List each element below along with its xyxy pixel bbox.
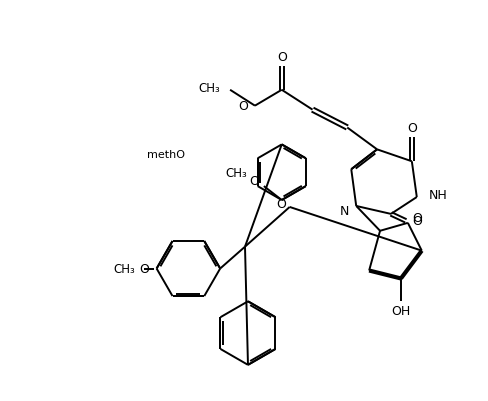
- Text: O: O: [275, 198, 285, 211]
- Text: O: O: [248, 174, 258, 187]
- Text: O: O: [411, 215, 421, 228]
- Text: O: O: [406, 122, 416, 135]
- Text: methO: methO: [147, 150, 185, 160]
- Text: NH: NH: [428, 188, 447, 201]
- Text: N: N: [339, 205, 348, 218]
- Text: O: O: [238, 100, 247, 113]
- Text: CH₃: CH₃: [113, 262, 135, 275]
- Text: O: O: [139, 262, 148, 275]
- Text: OH: OH: [390, 304, 410, 317]
- Text: CH₃: CH₃: [225, 166, 246, 179]
- Text: CH₃: CH₃: [198, 82, 220, 95]
- Text: O: O: [276, 51, 286, 64]
- Text: O: O: [411, 212, 421, 225]
